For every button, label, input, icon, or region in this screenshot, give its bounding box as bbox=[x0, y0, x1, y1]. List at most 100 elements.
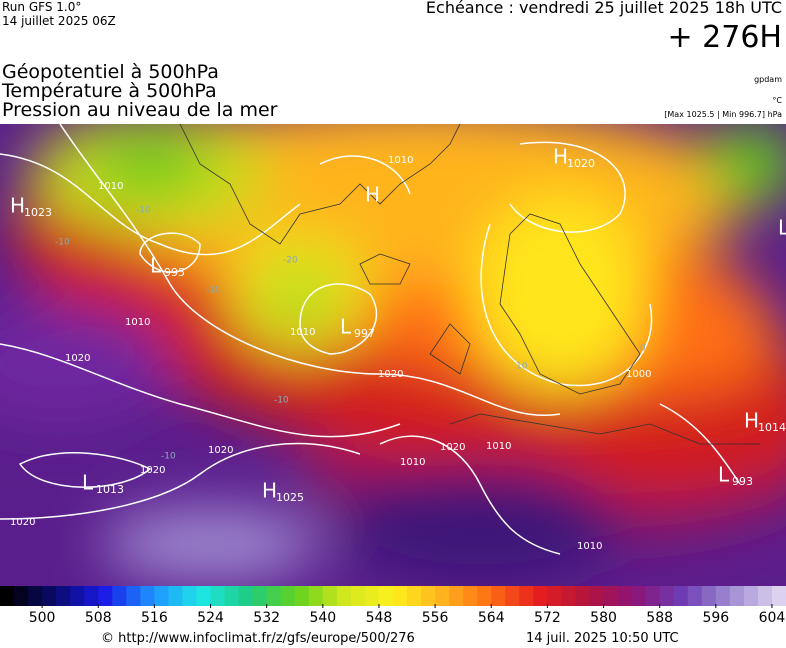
color-swatch bbox=[28, 586, 43, 606]
temperature-label: -20 bbox=[283, 256, 298, 266]
color-swatch bbox=[294, 586, 310, 606]
isobar-label: 1020 bbox=[378, 369, 403, 380]
color-swatch bbox=[491, 586, 506, 606]
tick-label: 500 bbox=[29, 610, 56, 626]
center-value: 1025 bbox=[276, 491, 304, 504]
isobar-label: 1020 bbox=[140, 465, 165, 476]
tick-label: 532 bbox=[253, 610, 280, 626]
center-letter: H bbox=[365, 183, 380, 207]
color-swatch bbox=[378, 586, 394, 606]
center-value: 1014 bbox=[758, 421, 786, 434]
color-swatch bbox=[463, 586, 478, 606]
center-letter: L bbox=[82, 471, 94, 495]
isobar-label: 1010 bbox=[290, 327, 315, 338]
color-swatch bbox=[729, 586, 745, 606]
color-swatch bbox=[0, 586, 15, 606]
isobar-label: 1020 bbox=[10, 517, 35, 528]
temperature-field bbox=[0, 124, 786, 586]
isobars bbox=[0, 124, 741, 555]
run: Run GFS 1.0° bbox=[2, 0, 82, 14]
color-swatch bbox=[743, 586, 759, 606]
tick-label: 596 bbox=[702, 610, 729, 626]
color-swatch bbox=[98, 586, 113, 606]
color-swatch bbox=[308, 586, 324, 606]
color-swatch bbox=[84, 586, 99, 606]
color-swatch bbox=[14, 586, 29, 606]
color-swatch bbox=[547, 586, 562, 606]
temperature-label: -10 bbox=[136, 206, 151, 216]
isobar-label: 1010 bbox=[98, 181, 123, 192]
center-letter: H bbox=[553, 145, 568, 169]
color-swatch bbox=[659, 586, 675, 606]
color-swatch bbox=[701, 586, 717, 606]
title: Pression au niveau de la mer bbox=[2, 99, 278, 121]
echeance: Echéance : vendredi 25 juillet 2025 18h … bbox=[425, 0, 782, 17]
color-swatch bbox=[266, 586, 282, 606]
center-letter: L bbox=[340, 315, 352, 339]
temperature-label: -10 bbox=[161, 452, 176, 462]
color-swatch bbox=[533, 586, 548, 606]
color-swatch bbox=[505, 586, 520, 606]
color-swatch bbox=[757, 586, 773, 606]
color-swatch bbox=[407, 586, 422, 606]
color-swatch bbox=[477, 586, 492, 606]
tick-label: 524 bbox=[197, 610, 224, 626]
colorbar: 500 508 516 524 532 540 548 556 564 572 580 588 596 6… bbox=[0, 586, 786, 626]
center-value: 993 bbox=[732, 475, 753, 488]
color-swatch bbox=[350, 586, 366, 606]
color-swatch bbox=[280, 586, 296, 606]
isobar-label: 1010 bbox=[125, 317, 150, 328]
isobar-label: 1010 bbox=[577, 541, 602, 552]
color-swatch bbox=[393, 586, 408, 606]
tick-label: 548 bbox=[366, 610, 393, 626]
isobar-label: 1000 bbox=[626, 369, 651, 380]
tick-label: 516 bbox=[141, 610, 168, 626]
color-swatch bbox=[687, 586, 703, 606]
unit: °C bbox=[772, 96, 782, 105]
coastlines bbox=[179, 124, 760, 445]
tick-label: 572 bbox=[534, 610, 561, 626]
color-swatch bbox=[715, 586, 731, 606]
tick-label: 588 bbox=[646, 610, 673, 626]
tick-label: 508 bbox=[85, 610, 112, 626]
center-value: 1020 bbox=[567, 157, 595, 170]
temperature-label: 0 bbox=[640, 344, 646, 354]
color-swatch bbox=[645, 586, 661, 606]
tick-label: 556 bbox=[422, 610, 449, 626]
color-swatch bbox=[168, 586, 183, 606]
center-letter: H bbox=[744, 409, 759, 433]
color-swatch bbox=[631, 586, 647, 606]
color-swatch bbox=[364, 586, 380, 606]
lead-time: + 276H bbox=[667, 20, 783, 55]
center-value: 995 bbox=[164, 266, 185, 279]
color-swatch bbox=[56, 586, 71, 606]
color-swatch bbox=[224, 586, 240, 606]
color-swatch bbox=[589, 586, 605, 606]
title: Température à 500hPa bbox=[2, 80, 217, 102]
color-swatch bbox=[617, 586, 633, 606]
temperature-label: -10 bbox=[206, 286, 221, 296]
tick-label: 604 bbox=[759, 610, 786, 626]
color-swatch bbox=[196, 586, 212, 606]
isobar-label: 1010 bbox=[400, 457, 425, 468]
color-swatch bbox=[140, 586, 155, 606]
color-swatch bbox=[154, 586, 169, 606]
color-swatch bbox=[575, 586, 590, 606]
color-swatch bbox=[126, 586, 141, 606]
title: Géopotentiel à 500hPa bbox=[2, 61, 219, 83]
center-value: 1023 bbox=[24, 206, 52, 219]
color-swatch bbox=[449, 586, 464, 606]
color-swatch bbox=[603, 586, 619, 606]
center-value: 997 bbox=[354, 327, 375, 340]
source-url: © http://www.infoclimat.fr/z/gfs/europe/… bbox=[101, 631, 415, 646]
center-letter: L bbox=[778, 216, 786, 240]
temperature-label: -10 bbox=[55, 238, 70, 248]
color-swatch bbox=[182, 586, 197, 606]
unit: gpdam bbox=[754, 75, 782, 84]
color-swatch bbox=[771, 586, 786, 606]
isobar-label: 1020 bbox=[208, 445, 233, 456]
tick-label: 564 bbox=[478, 610, 505, 626]
run-date: 14 juillet 2025 06Z bbox=[2, 14, 116, 28]
color-swatch bbox=[561, 586, 576, 606]
